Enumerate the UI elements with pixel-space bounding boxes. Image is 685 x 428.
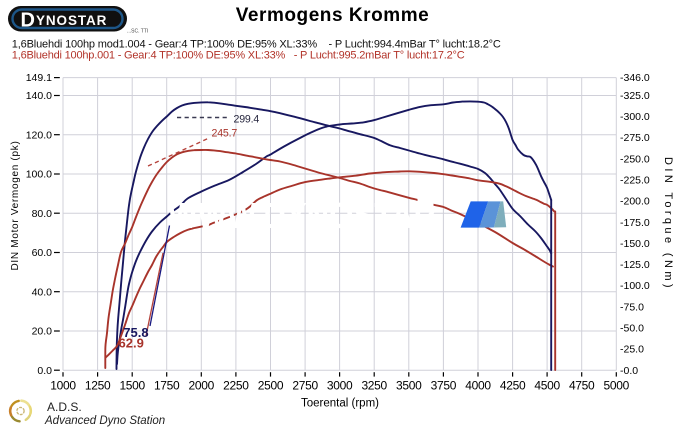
svg-text:DIN Motor Vermogen (pk): DIN Motor Vermogen (pk) — [10, 140, 21, 270]
svg-text:1750: 1750 — [154, 379, 180, 393]
svg-text:-0.0: -0.0 — [620, 365, 638, 377]
svg-text:-75.0: -75.0 — [620, 301, 644, 313]
svg-text:4500: 4500 — [534, 379, 560, 393]
svg-text:-300.0: -300.0 — [620, 111, 650, 123]
svg-text:2000: 2000 — [189, 379, 215, 393]
svg-text:100.0: 100.0 — [26, 169, 52, 181]
svg-text:A.D.S.: A.D.S. — [47, 400, 82, 414]
svg-text:1,6Bluehdi 100hp.001 - Gear:4: 1,6Bluehdi 100hp.001 - Gear:4 TP:100% DE… — [12, 50, 465, 62]
svg-text:245.7: 245.7 — [212, 128, 238, 140]
svg-text:0.0: 0.0 — [37, 365, 52, 377]
svg-text:Toerental (rpm): Toerental (rpm) — [301, 398, 379, 410]
svg-text:-50.0: -50.0 — [620, 323, 644, 335]
svg-text:3500: 3500 — [396, 379, 422, 393]
svg-text:4750: 4750 — [569, 379, 595, 393]
svg-text:-325.0: -325.0 — [620, 90, 650, 102]
svg-text:1500: 1500 — [119, 379, 145, 393]
svg-text:62.9: 62.9 — [119, 335, 144, 350]
svg-text:DIN Torque (Nm): DIN Torque (Nm) — [662, 157, 674, 291]
svg-text:140.0: 140.0 — [26, 90, 52, 102]
svg-text:-225.0: -225.0 — [620, 175, 650, 187]
svg-text:-200.0: -200.0 — [620, 196, 650, 208]
svg-text:3000: 3000 — [327, 379, 353, 393]
svg-text:1250: 1250 — [85, 379, 111, 393]
svg-text:75.8: 75.8 — [123, 325, 148, 340]
svg-text:40.0: 40.0 — [32, 286, 53, 298]
svg-text:1000: 1000 — [50, 379, 76, 393]
svg-text:YNOSTAR: YNOSTAR — [36, 13, 107, 28]
svg-text:-250.0: -250.0 — [620, 153, 650, 165]
svg-text:20.0: 20.0 — [32, 326, 53, 338]
svg-text:149.1: 149.1 — [26, 72, 52, 84]
svg-text:1,6Bluehdi 100hp mod1.004 - Ge: 1,6Bluehdi 100hp mod1.004 - Gear:4 TP:10… — [12, 38, 501, 50]
svg-text:5000: 5000 — [604, 379, 630, 393]
svg-text:...SC. TTI: ...SC. TTI — [127, 29, 148, 35]
svg-text:-100.0: -100.0 — [620, 280, 650, 292]
svg-text:WWW.DYNOSTAR: WWW.DYNOSTAR — [168, 195, 436, 236]
svg-text:2500: 2500 — [258, 379, 284, 393]
svg-text:299.4: 299.4 — [234, 114, 260, 126]
svg-text:-150.0: -150.0 — [620, 238, 650, 250]
svg-text:2750: 2750 — [292, 379, 318, 393]
svg-text:4250: 4250 — [500, 379, 526, 393]
svg-text:3250: 3250 — [361, 379, 387, 393]
svg-text:2250: 2250 — [223, 379, 249, 393]
svg-text:Advanced Dyno Station: Advanced Dyno Station — [44, 415, 165, 427]
svg-text:Vermogens Kromme: Vermogens Kromme — [236, 5, 430, 26]
svg-text:60.0: 60.0 — [32, 247, 53, 259]
svg-text:-175.0: -175.0 — [620, 217, 650, 229]
svg-text:80.0: 80.0 — [32, 208, 53, 220]
svg-text:3750: 3750 — [431, 379, 457, 393]
svg-text:D: D — [21, 10, 35, 32]
svg-text:-346.0: -346.0 — [620, 72, 650, 84]
svg-text:-125.0: -125.0 — [620, 259, 650, 271]
svg-text:4000: 4000 — [465, 379, 491, 393]
svg-text:120.0: 120.0 — [26, 129, 52, 141]
svg-text:-275.0: -275.0 — [620, 132, 650, 144]
svg-text:-25.0: -25.0 — [620, 344, 644, 356]
